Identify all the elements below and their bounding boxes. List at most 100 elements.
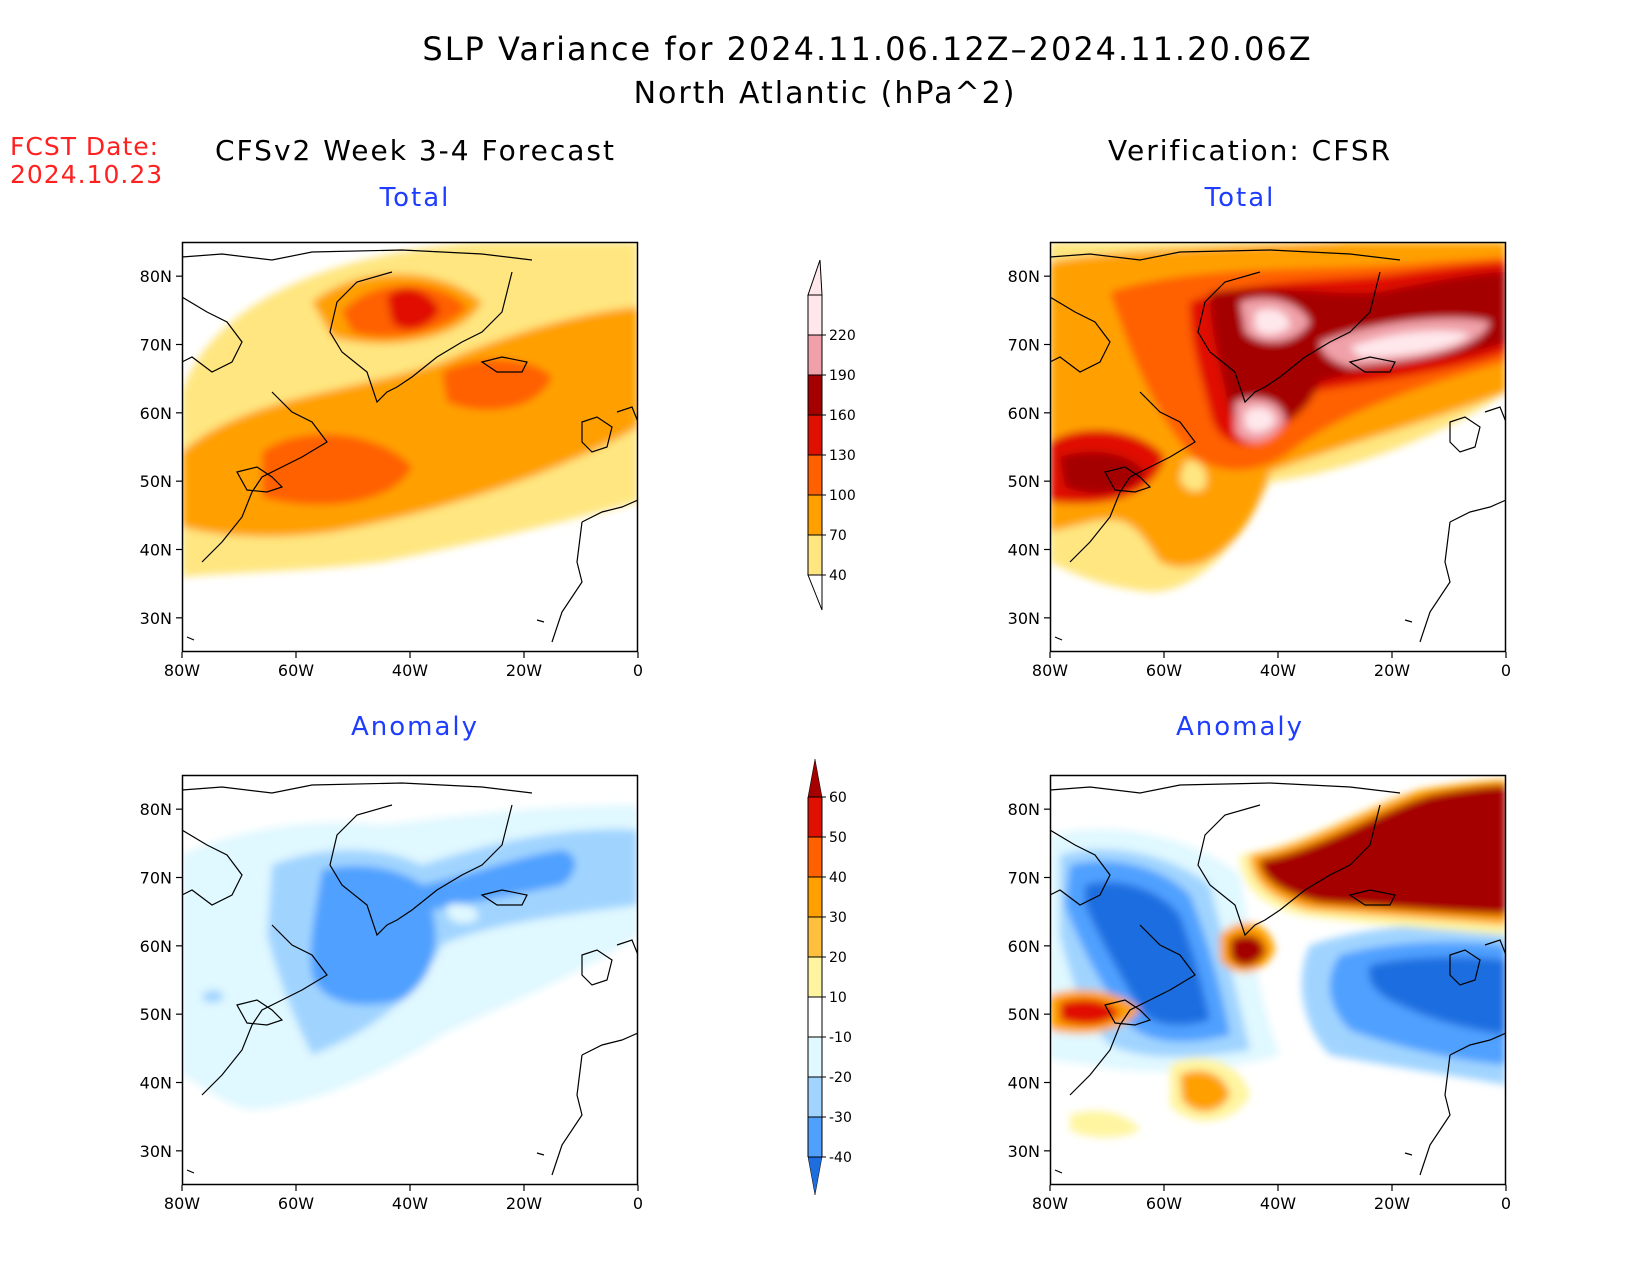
colorbar-total-label: 70 bbox=[829, 528, 847, 544]
lat-tick-label: 40N bbox=[1008, 541, 1040, 560]
lon-tick-label: 20W bbox=[1374, 1194, 1410, 1213]
colorbar-total-label: 190 bbox=[829, 368, 856, 384]
lat-tick-label: 40N bbox=[140, 1074, 172, 1093]
lat-tick-label: 80N bbox=[1008, 267, 1040, 286]
forecast-anomaly-coastlines bbox=[182, 782, 638, 1176]
verification-total-map: 80N 70N 60N 50N 40N 30N 80W 60W 40W 20W 0 bbox=[1008, 241, 1511, 680]
colorbar-total-label: 160 bbox=[829, 408, 856, 424]
lat-tick-label: 70N bbox=[140, 869, 172, 888]
colorbar-anomaly-bin bbox=[808, 917, 822, 957]
main-title: SLP Variance for 2024.11.06.12Z–2024.11.… bbox=[422, 30, 1313, 68]
colorbar-total-bottom-arrow bbox=[807, 574, 823, 611]
forecast-total-title: Total bbox=[379, 183, 451, 213]
colorbar-anomaly-bin bbox=[808, 1037, 822, 1077]
colorbar-anomaly-bin bbox=[808, 837, 822, 877]
lat-tick-label: 80N bbox=[140, 800, 172, 819]
forecast-anomaly-field bbox=[182, 805, 638, 1110]
colorbar-anomaly-bin bbox=[808, 997, 822, 1037]
lon-tick-label: 60W bbox=[278, 1194, 314, 1213]
lat-tick-label: 30N bbox=[140, 1142, 172, 1161]
lon-tick-label: 20W bbox=[506, 661, 542, 680]
colorbar-anomaly-label: 40 bbox=[829, 870, 847, 886]
lon-tick-label: 40W bbox=[392, 661, 428, 680]
lat-tick-label: 70N bbox=[140, 336, 172, 355]
verification-anomaly-map: 80N 70N 60N 50N 40N 30N 80W 60W 40W 20W 0 bbox=[1008, 774, 1511, 1213]
colorbar-anomaly-bin bbox=[808, 957, 822, 997]
colorbar-total-label: 220 bbox=[829, 328, 856, 344]
colorbar-anomaly-label: 50 bbox=[829, 830, 847, 846]
colorbar-anomaly-label: 30 bbox=[829, 910, 847, 926]
left-column-header: CFSv2 Week 3-4 Forecast bbox=[215, 134, 616, 167]
lon-tick-label: 80W bbox=[1032, 1194, 1068, 1213]
lat-tick-label: 30N bbox=[1008, 609, 1040, 628]
forecast-total-coastlines bbox=[182, 249, 638, 643]
lat-tick-label: 40N bbox=[140, 541, 172, 560]
lon-tick-label: 60W bbox=[1146, 1194, 1182, 1213]
verification-total-title: Total bbox=[1204, 183, 1276, 213]
verification-total-axes: 80N 70N 60N 50N 40N 30N 80W 60W 40W 20W 0 bbox=[1008, 267, 1511, 680]
lat-tick-label: 70N bbox=[1008, 336, 1040, 355]
lon-tick-label: 20W bbox=[1374, 661, 1410, 680]
colorbar-total-top-arrow bbox=[807, 259, 823, 296]
lat-tick-label: 50N bbox=[140, 472, 172, 491]
colorbar-anomaly-label: -40 bbox=[829, 1150, 852, 1166]
colorbar-anomaly-label: 10 bbox=[829, 990, 847, 1006]
colorbar-total-label: 130 bbox=[829, 448, 856, 464]
colorbar-anomaly-top-arrow bbox=[807, 758, 823, 798]
forecast-total-map: 80N 70N 60N 50N 40N 30N 80W 60W 40W 20W 0 bbox=[140, 241, 643, 680]
lon-tick-label: 80W bbox=[164, 661, 200, 680]
colorbar-total-bin bbox=[808, 455, 822, 495]
colorbar-total-bin bbox=[808, 415, 822, 455]
lat-tick-label: 60N bbox=[1008, 404, 1040, 423]
colorbar-total-bin bbox=[808, 535, 822, 575]
lon-tick-label: 0 bbox=[1501, 1194, 1511, 1213]
lon-tick-label: 60W bbox=[278, 661, 314, 680]
total-colorbar: 40 70 100 130 160 190 220 bbox=[807, 259, 856, 611]
lat-tick-label: 30N bbox=[140, 609, 172, 628]
anomaly-colorbar: 60 50 40 30 20 10 -10 -20 -30 -40 bbox=[807, 758, 852, 1196]
lon-tick-label: 0 bbox=[633, 1194, 643, 1213]
fcst-date-value: 2024.10.23 bbox=[10, 160, 164, 189]
lat-tick-label: 50N bbox=[140, 1005, 172, 1024]
lon-tick-label: 40W bbox=[1260, 661, 1296, 680]
lon-tick-label: 0 bbox=[633, 661, 643, 680]
main-subtitle: North Atlantic (hPa^2) bbox=[633, 76, 1017, 111]
verification-total-coastlines bbox=[1050, 249, 1506, 643]
colorbar-total-bin bbox=[808, 375, 822, 415]
forecast-anomaly-axes: 80N 70N 60N 50N 40N 30N 80W 60W 40W 20W 0 bbox=[140, 800, 643, 1213]
colorbar-anomaly-bin bbox=[808, 1117, 822, 1157]
colorbar-anomaly-label: -20 bbox=[829, 1070, 852, 1086]
right-column-header: Verification: CFSR bbox=[1108, 134, 1393, 167]
colorbar-anomaly-bottom-arrow bbox=[807, 1156, 823, 1196]
lon-tick-label: 60W bbox=[1146, 661, 1182, 680]
verification-total-field bbox=[1050, 242, 1506, 592]
colorbar-anomaly-label: -10 bbox=[829, 1030, 852, 1046]
lon-tick-label: 40W bbox=[1260, 1194, 1296, 1213]
lat-tick-label: 30N bbox=[1008, 1142, 1040, 1161]
colorbar-anomaly-bin bbox=[808, 1077, 822, 1117]
forecast-anomaly-title: Anomaly bbox=[350, 712, 480, 742]
lon-tick-label: 40W bbox=[392, 1194, 428, 1213]
colorbar-total-bin bbox=[808, 495, 822, 535]
colorbar-total-label: 40 bbox=[829, 568, 847, 584]
forecast-total-axes: 80N 70N 60N 50N 40N 30N 80W 60W 40W 20W 0 bbox=[140, 267, 643, 680]
colorbar-anomaly-bin bbox=[808, 877, 822, 917]
fcst-date-label: FCST Date: bbox=[10, 132, 160, 161]
lon-tick-label: 80W bbox=[164, 1194, 200, 1213]
colorbar-anomaly-bin bbox=[808, 797, 822, 837]
colorbar-anomaly-label: 60 bbox=[829, 790, 847, 806]
lat-tick-label: 70N bbox=[1008, 869, 1040, 888]
lon-tick-label: 80W bbox=[1032, 661, 1068, 680]
lat-tick-label: 60N bbox=[140, 404, 172, 423]
lat-tick-label: 60N bbox=[1008, 937, 1040, 956]
colorbar-total-label: 100 bbox=[829, 488, 856, 504]
lat-tick-label: 80N bbox=[140, 267, 172, 286]
verification-anomaly-coastlines bbox=[1050, 782, 1506, 1176]
lon-tick-label: 0 bbox=[1501, 661, 1511, 680]
lat-tick-label: 50N bbox=[1008, 1005, 1040, 1024]
colorbar-anomaly-label: 20 bbox=[829, 950, 847, 966]
forecast-total-field bbox=[182, 242, 638, 577]
lat-tick-label: 50N bbox=[1008, 472, 1040, 491]
colorbar-total-bin bbox=[808, 335, 822, 375]
verification-anomaly-axes: 80N 70N 60N 50N 40N 30N 80W 60W 40W 20W 0 bbox=[1008, 800, 1511, 1213]
